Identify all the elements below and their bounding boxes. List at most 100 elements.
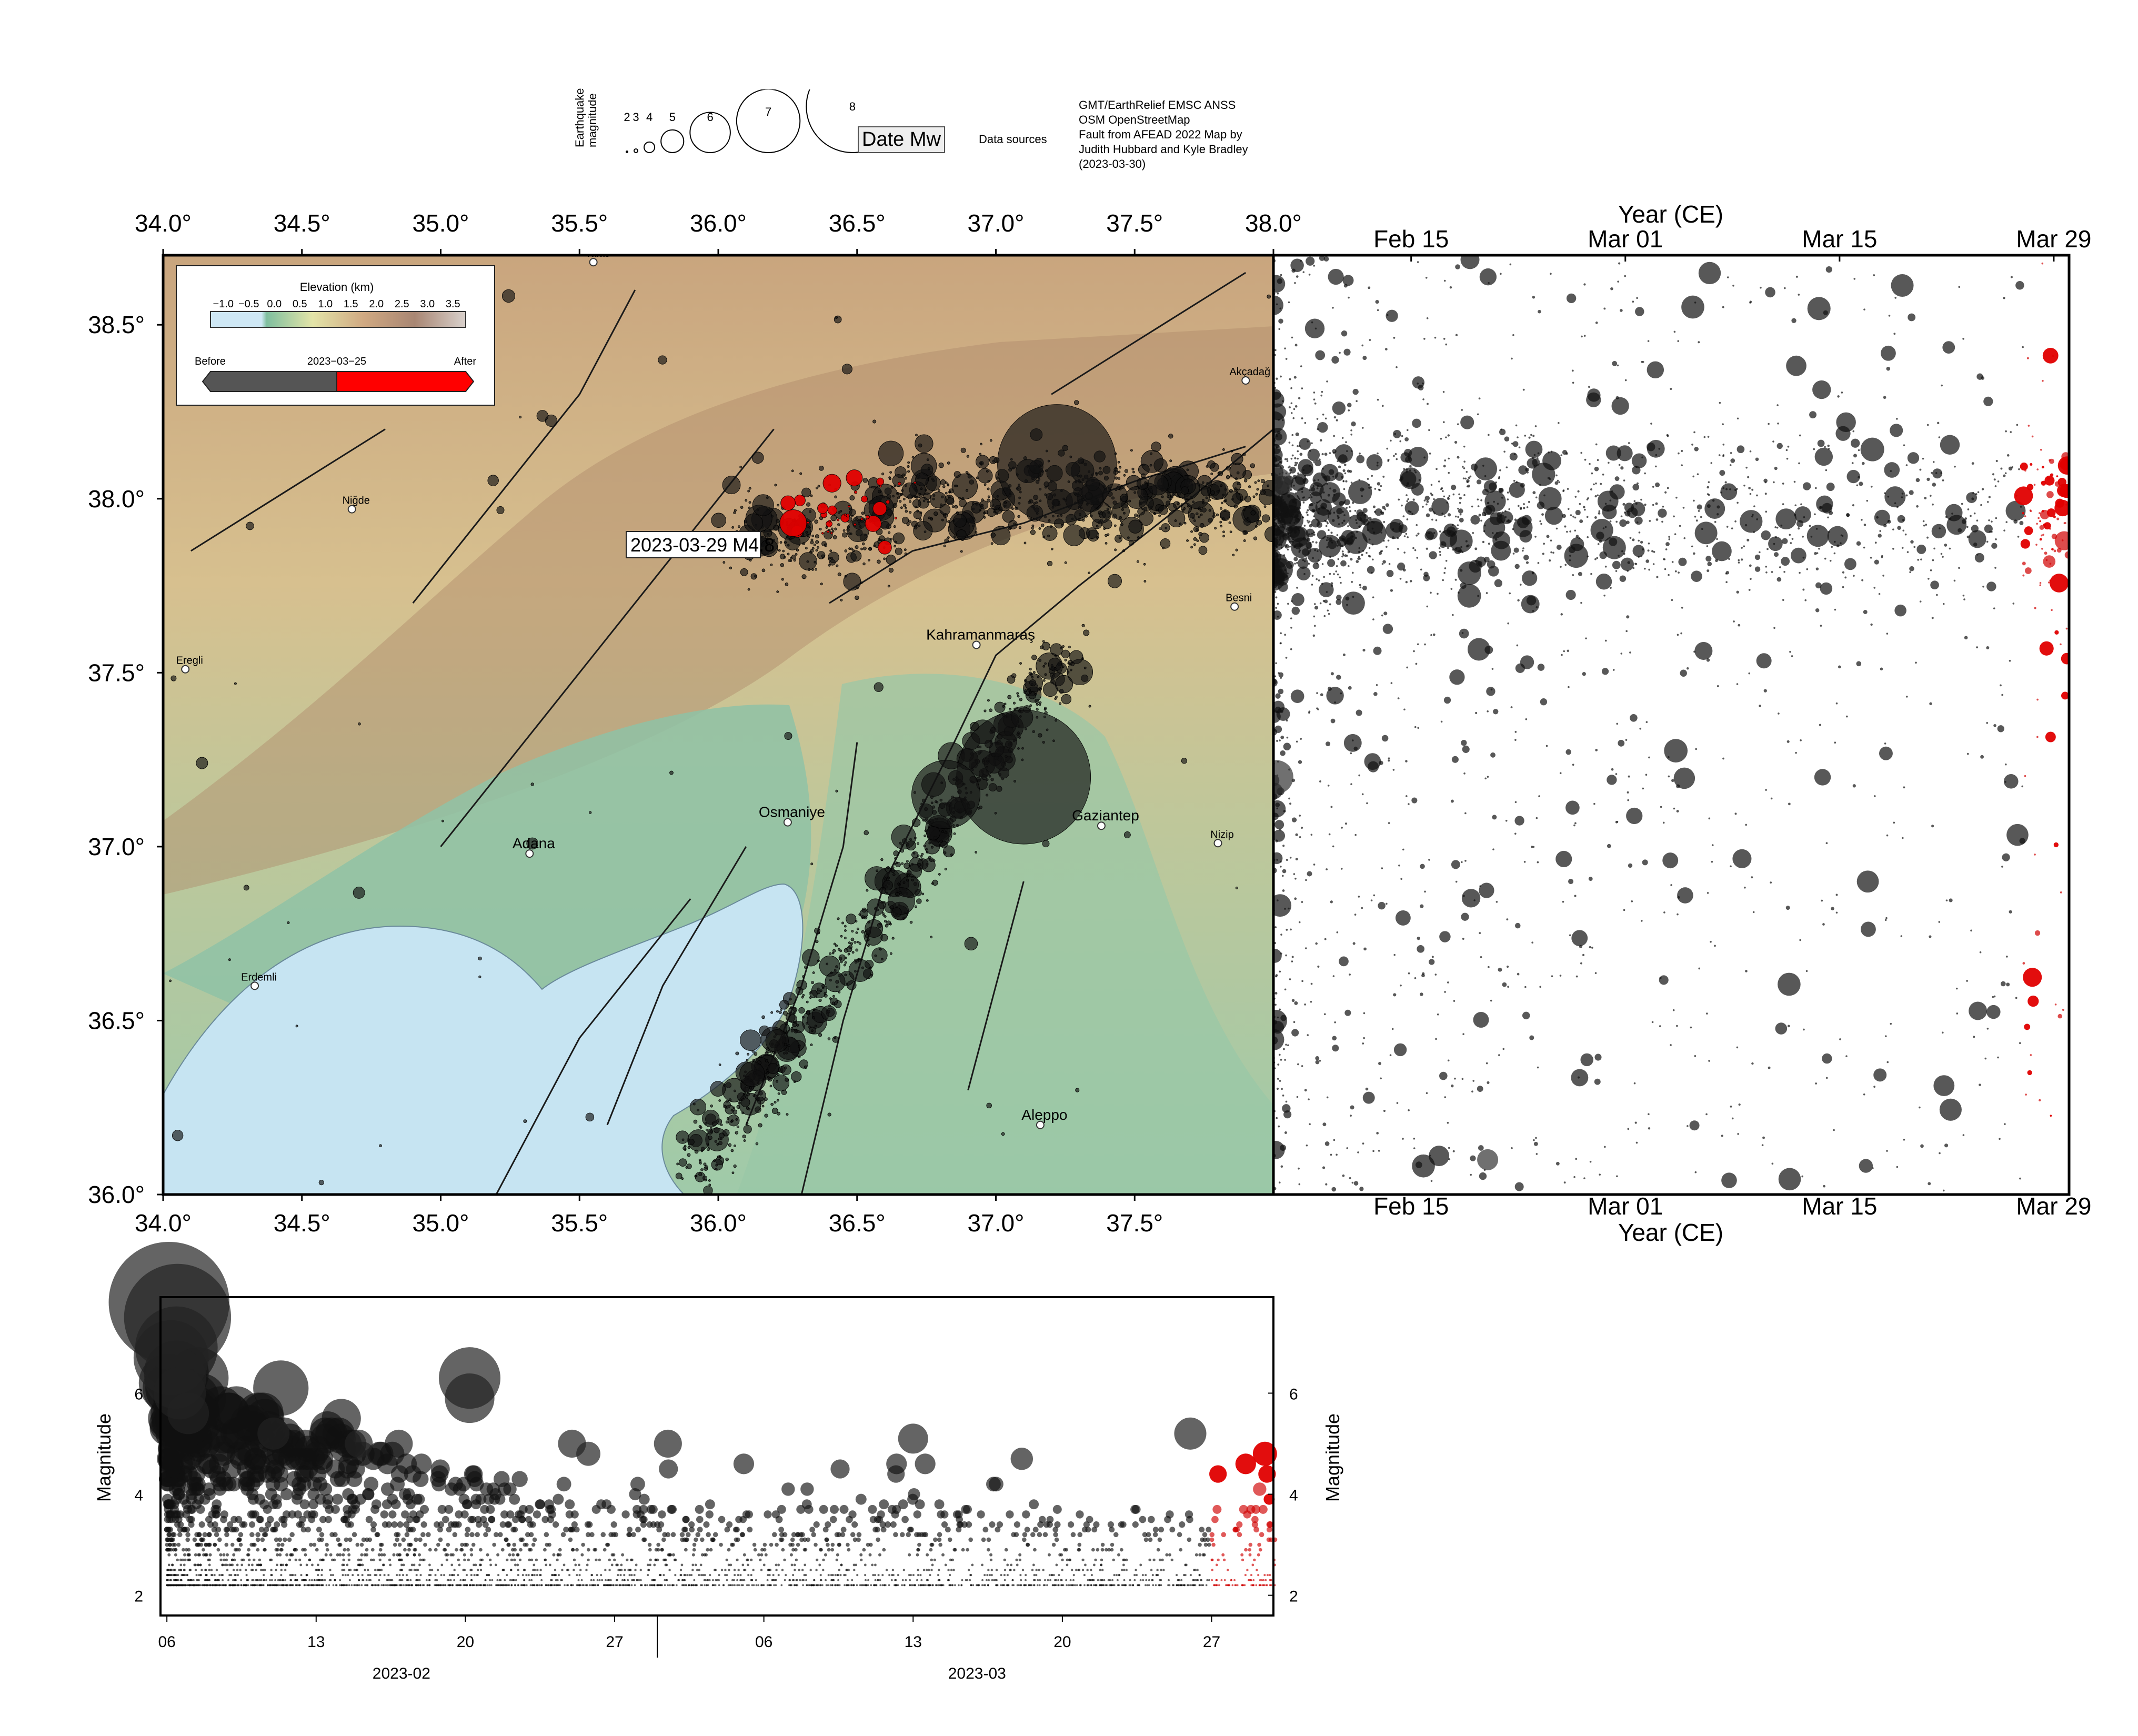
quake-before xyxy=(1598,510,1601,513)
quake-before xyxy=(1629,537,1632,539)
quake-before xyxy=(1285,1100,1288,1103)
quake-before xyxy=(1162,546,1165,549)
quake-before xyxy=(1290,402,1293,405)
quake-before xyxy=(937,489,940,492)
elevation-tick: 1.0 xyxy=(318,298,333,310)
quake-before xyxy=(1714,521,1717,523)
quake-before xyxy=(1296,740,1298,743)
quake-before xyxy=(1310,982,1313,985)
quake-before xyxy=(947,484,950,487)
quake-before xyxy=(987,479,990,483)
quake-after xyxy=(2041,534,2043,537)
quake-before xyxy=(1302,501,1305,504)
quake-before xyxy=(1275,662,1277,665)
quake-before xyxy=(702,1176,707,1180)
quake-before xyxy=(1383,611,1388,616)
quake-before xyxy=(811,1016,815,1019)
quake-before xyxy=(1479,268,1497,286)
quake-before xyxy=(1884,486,1906,508)
quake-before xyxy=(1915,661,1917,664)
quake-before xyxy=(1461,740,1467,746)
quake-before xyxy=(1599,1173,1601,1176)
quake-before xyxy=(1597,543,1600,545)
quake-before xyxy=(1331,541,1333,544)
quake-before xyxy=(1315,541,1318,544)
quake-before xyxy=(811,981,814,985)
quake-before xyxy=(1649,520,1651,522)
quake-before xyxy=(1645,774,1648,776)
quake-before xyxy=(1801,1175,1804,1178)
quake-before xyxy=(1023,691,1027,694)
quake-before xyxy=(1499,469,1501,471)
quake-before xyxy=(705,1129,708,1131)
quake-before xyxy=(1986,722,1989,724)
quake-before xyxy=(1426,503,1428,506)
quake-before xyxy=(808,526,811,529)
quake-before xyxy=(1276,807,1279,810)
quake-before xyxy=(745,499,748,502)
quake-before xyxy=(908,520,912,524)
quake-before xyxy=(1301,417,1303,419)
quake-before xyxy=(1773,481,1775,484)
quake-after xyxy=(876,477,885,486)
quake-before xyxy=(1412,498,1415,501)
quake-before xyxy=(1633,500,1636,503)
quake-before xyxy=(1311,584,1313,586)
quake-before xyxy=(1825,266,1832,273)
quake-before xyxy=(1605,445,1621,461)
quake-before xyxy=(1500,273,1502,275)
quake-before xyxy=(1627,1128,1630,1130)
quake-before xyxy=(746,1107,749,1110)
quake-before xyxy=(1464,477,1467,480)
quake-before xyxy=(1314,402,1317,405)
quake-before xyxy=(1968,530,1986,548)
mag-before xyxy=(574,1563,577,1567)
quake-before xyxy=(893,525,896,528)
quake-before xyxy=(1831,907,1834,910)
quake-before xyxy=(1120,485,1125,489)
mag-before xyxy=(685,1532,691,1538)
quake-before xyxy=(1068,660,1073,665)
quake-before xyxy=(743,1139,746,1142)
quake-after xyxy=(2036,736,2039,738)
mag-before xyxy=(775,1563,778,1567)
quake-before xyxy=(1443,495,1446,498)
quake-before xyxy=(745,1095,749,1099)
quake-before xyxy=(2004,763,2007,766)
quake-before xyxy=(1339,576,1341,579)
quake-before xyxy=(1367,478,1369,480)
quake-after xyxy=(2025,567,2032,574)
quake-before xyxy=(942,845,955,858)
quake-before xyxy=(1538,795,1541,797)
quake-before xyxy=(1160,538,1171,549)
quake-before xyxy=(1722,455,1724,457)
quake-before xyxy=(1962,594,1965,597)
quake-before xyxy=(849,495,855,501)
quake-before xyxy=(1088,571,1091,575)
quake-before xyxy=(1332,975,1335,977)
quake-before xyxy=(1147,474,1169,496)
quake-before xyxy=(170,675,177,681)
quake-before xyxy=(1451,860,1460,869)
quake-before xyxy=(1390,439,1392,442)
quake-before xyxy=(1477,1086,1483,1092)
quake-after xyxy=(2040,448,2042,451)
quake-before xyxy=(893,850,899,857)
quake-before xyxy=(726,1117,729,1120)
quake-before xyxy=(784,1066,787,1070)
quake-before xyxy=(1513,547,1519,553)
quake-before xyxy=(811,534,815,537)
quake-before xyxy=(1367,566,1375,574)
quake-before xyxy=(1319,439,1322,442)
quake-before xyxy=(1635,503,1638,505)
quake-before xyxy=(1275,596,1278,599)
quake-before xyxy=(987,495,990,498)
quake-before xyxy=(1589,946,1591,949)
quake-before xyxy=(1873,795,1876,797)
quake-before xyxy=(1620,466,1624,470)
quake-before xyxy=(2018,468,2020,470)
quake-before xyxy=(1377,452,1379,455)
quake-before xyxy=(1303,560,1306,563)
quake-before xyxy=(1504,516,1507,518)
quake-before xyxy=(744,513,763,533)
